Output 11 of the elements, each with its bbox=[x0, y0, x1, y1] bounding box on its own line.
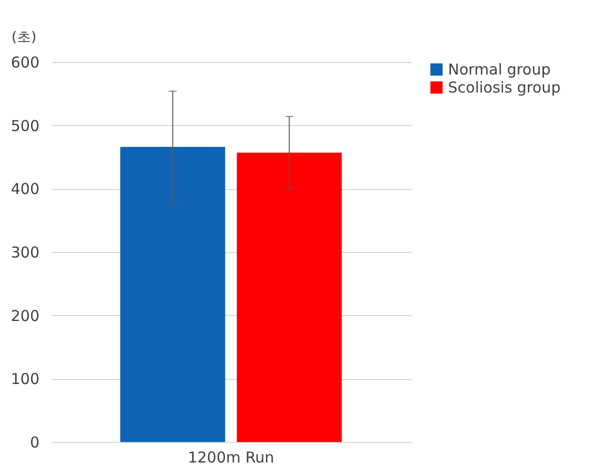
y-tick-label: 100 bbox=[10, 370, 40, 388]
y-axis-title: (초) bbox=[12, 30, 36, 46]
y-tick-label: 600 bbox=[10, 54, 40, 72]
y-tick-label: 200 bbox=[10, 306, 40, 325]
y-tick-label: 400 bbox=[10, 180, 40, 198]
legend-label: Scoliosis group bbox=[448, 78, 561, 96]
y-tick-label: 0 bbox=[30, 434, 40, 452]
legend-label: Normal group bbox=[448, 60, 551, 78]
x-tick-label: 1200m Run bbox=[188, 448, 274, 466]
y-tick-label: 300 bbox=[10, 244, 40, 262]
y-tick-label: 500 bbox=[10, 116, 40, 135]
